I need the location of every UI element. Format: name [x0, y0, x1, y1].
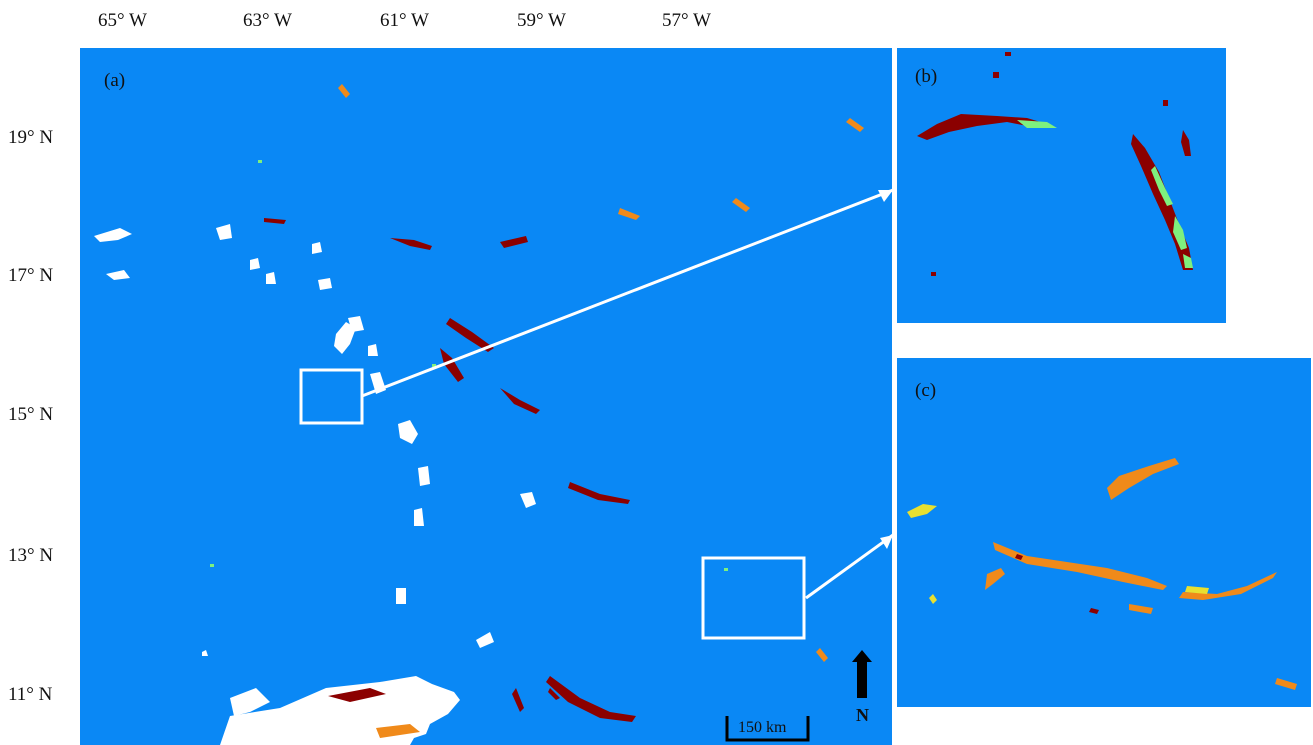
- main-map-graphic: [94, 84, 864, 745]
- inset-c-orange: [985, 458, 1297, 690]
- feature-orange: [338, 84, 864, 738]
- inset-b-green: [1017, 120, 1193, 268]
- north-arrow-label: N: [856, 705, 869, 725]
- inset-c-dark-red: [1015, 554, 1099, 614]
- inset-box-b: [299, 368, 364, 425]
- latitude-label-11n: 11° N: [8, 684, 53, 705]
- inset-b-graphic: [917, 52, 1193, 276]
- panel-c-label: (c): [915, 380, 937, 401]
- latitude-label-19n: 19° N: [8, 127, 54, 148]
- longitude-label-59w: 59° W: [517, 10, 566, 31]
- longitude-label-65w: 65° W: [98, 10, 147, 31]
- latitude-label-15n: 15° N: [8, 404, 54, 425]
- inset-c-yellow: [907, 504, 1209, 604]
- scale-bar-label: 150 km: [738, 719, 787, 736]
- latitude-label-13n: 13° N: [8, 545, 54, 566]
- longitude-label-63w: 63° W: [243, 10, 292, 31]
- inset-c-graphic: [907, 458, 1297, 690]
- longitude-label-61w: 61° W: [380, 10, 429, 31]
- panel-a-label: (a): [104, 70, 126, 91]
- main-map-panel: (a): [80, 48, 892, 745]
- longitude-label-57w: 57° W: [662, 10, 711, 31]
- inset-panel-c: (c): [897, 358, 1311, 707]
- panel-b-label: (b): [915, 66, 938, 87]
- feature-green: [210, 160, 728, 571]
- inset-panel-b: (b): [897, 48, 1226, 323]
- feature-dark-red: [264, 218, 636, 722]
- inset-box-c: [701, 556, 806, 640]
- latitude-label-17n: 17° N: [8, 265, 54, 286]
